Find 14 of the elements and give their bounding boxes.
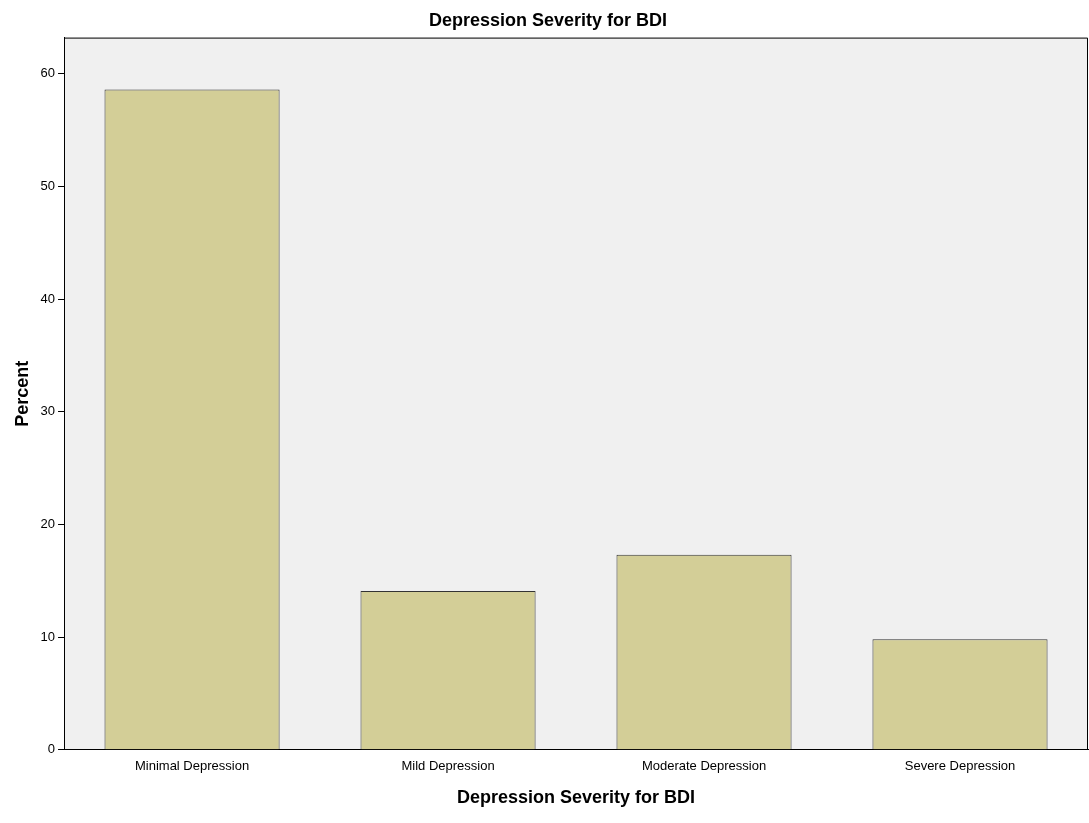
y-axis-title: Percent [11, 360, 32, 427]
x-tick-label: Severe Depression [904, 758, 1016, 774]
x-tick-label: Mild Depression [401, 758, 495, 774]
y-tick-label: 0 [47, 741, 56, 757]
y-tick-label: 40 [40, 290, 56, 306]
x-axis-title: Depression Severity for BDI [456, 787, 696, 808]
y-tick-label: 20 [40, 516, 56, 531]
y-tick-label: 30 [40, 403, 56, 419]
y-tick-label: 60 [40, 65, 56, 81]
x-tick-label: Minimal Depression [134, 758, 250, 774]
x-tick-label: Moderate Depression [641, 758, 767, 774]
y-tick-label: 50 [40, 177, 56, 193]
chart-title: Depression Severity for BDI [428, 9, 668, 30]
y-tick-label: 10 [40, 628, 56, 644]
